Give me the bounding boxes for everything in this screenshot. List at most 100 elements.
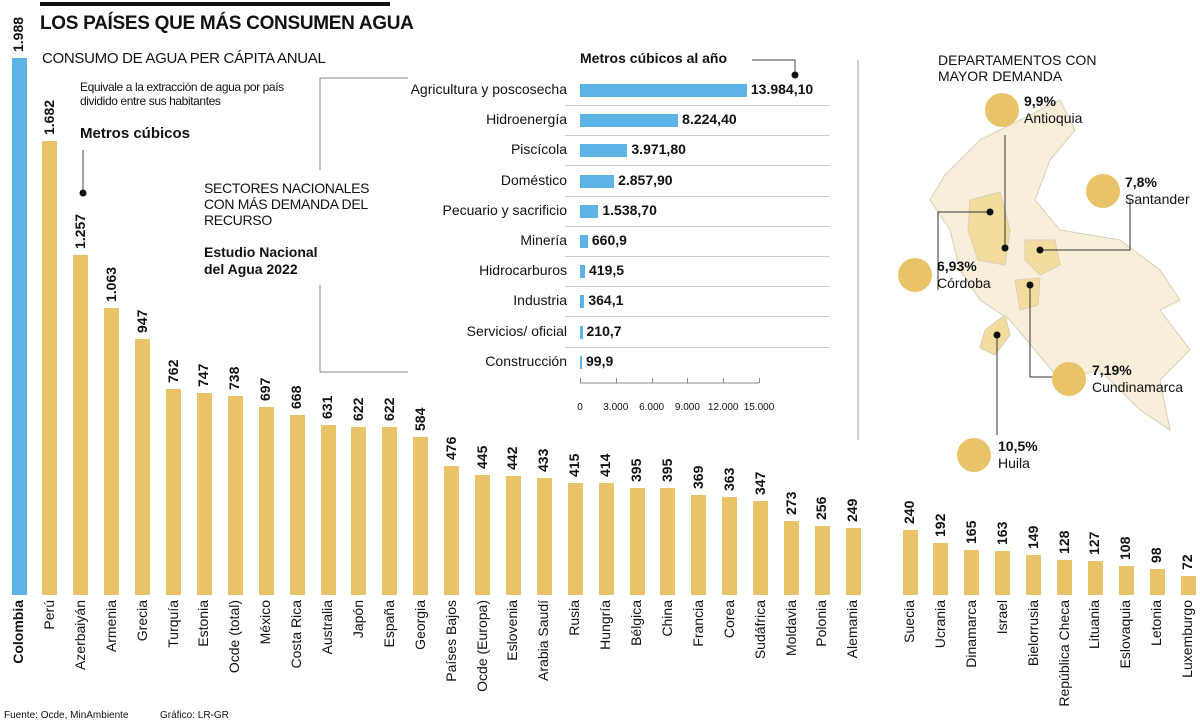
bar [196, 393, 212, 595]
credit-note: Gráfico: LR-GR [160, 710, 229, 721]
data-label: 1.988 [10, 16, 26, 52]
category-label: Eslovenia [504, 600, 521, 661]
tick-label: 0 [577, 402, 583, 413]
data-label: 476 [442, 437, 459, 461]
sector-label: Pecuario y sacrificio [442, 201, 568, 218]
data-label: 1.063 [102, 266, 119, 302]
data-label: 697 [257, 377, 274, 401]
colombia-map [929, 99, 1191, 435]
sector-bar [580, 114, 679, 128]
category-label: República Checa [1055, 600, 1072, 707]
data-label: 256 [813, 496, 830, 520]
sector-label: Construcción [485, 352, 567, 369]
tick-label: 12.000 [707, 402, 739, 413]
sector-bar [580, 265, 585, 279]
category-label: Japón [349, 600, 366, 639]
tick-label: 3.000 [603, 402, 629, 413]
tick-label: 9.000 [674, 402, 700, 413]
bar [995, 550, 1011, 595]
category-label: Moldavia [782, 600, 799, 657]
sector-label: Industria [513, 292, 567, 309]
row-divider [565, 165, 830, 167]
sector-chart-title: SECTORES NACIONALES CON MÁS DEMANDA DEL … [204, 180, 370, 228]
sector-bar [580, 355, 582, 369]
row-divider [565, 286, 830, 288]
bar [536, 478, 552, 595]
bar [444, 466, 460, 595]
bar [964, 550, 980, 595]
row-divider [565, 225, 830, 227]
bar [166, 389, 181, 595]
sector-value: 8.224,40 [682, 111, 737, 128]
category-label: Ocde (total) [226, 600, 243, 674]
sector-bar [580, 325, 583, 339]
bar [11, 58, 27, 595]
category-label: Alemania [844, 600, 861, 659]
page-title: LOS PAÍSES QUE MÁS CONSUMEN AGUA [40, 13, 414, 34]
data-label: 395 [628, 458, 644, 483]
category-label: Grecia [133, 600, 150, 642]
bar [814, 525, 830, 595]
data-label: 108 [1117, 536, 1134, 560]
row-divider [565, 316, 830, 318]
chart-subtitle: CONSUMO DE AGUA PER CÁPITA ANUAL [42, 50, 326, 67]
category-label: Sudáfrica [751, 600, 768, 660]
bar [475, 474, 490, 595]
sector-bar [580, 204, 599, 218]
category-label: Georgia [411, 600, 428, 650]
bar [660, 488, 676, 595]
sector-label: Servicios/ oficial [466, 322, 567, 339]
category-label: España [380, 600, 397, 648]
data-label: 622 [349, 397, 366, 421]
chart-note: Equivale a la extracción de agua por paí… [80, 80, 284, 108]
category-label: Azerbaiyán [71, 600, 88, 671]
data-label: 72 [1179, 553, 1196, 570]
data-label: 747 [195, 363, 212, 388]
department-name: Santander [1125, 191, 1190, 207]
department-pct: 7,8% [1125, 174, 1157, 190]
data-label: 445 [473, 445, 490, 469]
bar [691, 495, 707, 595]
data-label: 738 [226, 366, 243, 390]
tick-mark [687, 378, 689, 383]
sector-value: 99,9 [586, 352, 614, 369]
department-circle [1052, 362, 1086, 396]
category-label: Israel [993, 600, 1010, 635]
bar [320, 424, 336, 595]
data-label: 762 [164, 359, 181, 384]
bar [784, 521, 799, 595]
department-pct: 7,19% [1092, 362, 1132, 378]
bar [227, 395, 243, 595]
bar [598, 483, 614, 595]
data-label: 128 [1055, 531, 1072, 555]
category-label: Australia [319, 600, 335, 655]
bar [258, 406, 274, 595]
sector-bar [580, 84, 747, 97]
category-label: Corea [720, 600, 737, 639]
category-label: México [257, 600, 274, 645]
sector-bar [580, 174, 615, 188]
data-label: 347 [751, 471, 768, 496]
chart-units: Metros cúbicos [80, 125, 191, 142]
bar [1087, 560, 1103, 595]
bar [351, 426, 367, 595]
category-label: Luxemburgo [1179, 600, 1196, 678]
category-label: Países Bajos [442, 600, 459, 682]
category-label: Bélgica [628, 600, 644, 646]
data-label: 631 [319, 395, 335, 419]
sector-chart-units: Metros cúbicos al año [580, 50, 728, 66]
sector-bar [580, 144, 628, 158]
sector-chart-subtitle: Estudio Nacional del Agua 2022 [204, 244, 318, 277]
bar [104, 307, 120, 595]
bar [753, 501, 769, 595]
department-pct: 10,5% [998, 438, 1038, 454]
data-label: 192 [931, 513, 948, 538]
bar [629, 488, 645, 595]
bar [413, 437, 429, 595]
category-label: Polonia [813, 600, 830, 647]
category-label: Letonia [1148, 600, 1165, 646]
sector-label: Minería [520, 232, 567, 248]
data-label: 442 [504, 446, 521, 470]
department-circle [1086, 174, 1120, 208]
